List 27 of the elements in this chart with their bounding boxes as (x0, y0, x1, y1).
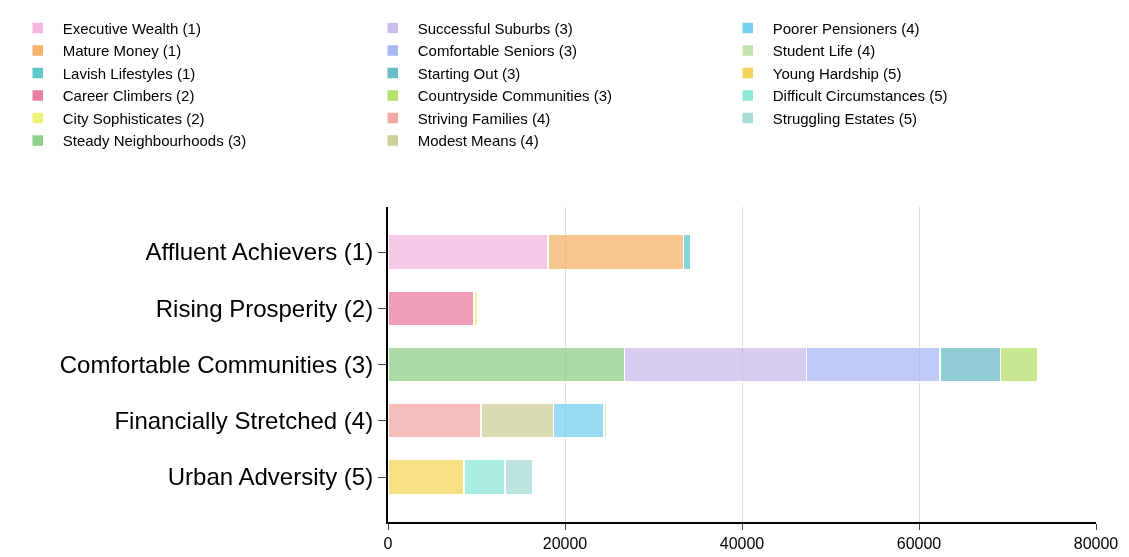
y-tick-label: Urban Adversity (5) (167, 463, 374, 491)
x-tick-label: 40000 (719, 535, 765, 553)
x-tick-label: 80000 (1073, 535, 1119, 553)
legend-label: Successful Suburbs (3) (417, 19, 573, 37)
y-tick-label: Rising Prosperity (2) (155, 294, 374, 322)
legend-label: Steady Neighbourhoods (3) (62, 132, 247, 150)
legend-label: City Sophisticates (2) (62, 109, 205, 127)
legend-label: Countryside Communities (3) (417, 87, 612, 105)
legend-label: Difficult Circumstances (5) (772, 87, 948, 105)
y-tick-label: Affluent Achievers (1) (145, 238, 374, 266)
legend-label: Comfortable Seniors (3) (417, 42, 577, 60)
legend-label: Striving Families (4) (417, 109, 551, 127)
legend-label: Modest Means (4) (417, 132, 539, 150)
legend-label: Starting Out (3) (417, 64, 521, 82)
legend-label: Executive Wealth (1) (62, 19, 201, 37)
legend-label: Lavish Lifestyles (1) (62, 64, 196, 82)
legend-label: Mature Money (1) (62, 42, 182, 60)
y-tick-label: Financially Stretched (4) (114, 407, 374, 435)
y-tick-label: Comfortable Communities (3) (59, 350, 374, 378)
legend-label: Struggling Estates (5) (772, 109, 918, 127)
legend-label: Poorer Pensioners (4) (772, 19, 920, 37)
x-tick-label: 0 (383, 535, 393, 553)
legend-label: Student Life (4) (772, 42, 876, 60)
legend-label: Career Climbers (2) (62, 87, 195, 105)
x-tick-label: 60000 (896, 535, 942, 553)
legend-label: Young Hardship (5) (772, 64, 902, 82)
x-tick-label: 20000 (542, 535, 588, 553)
